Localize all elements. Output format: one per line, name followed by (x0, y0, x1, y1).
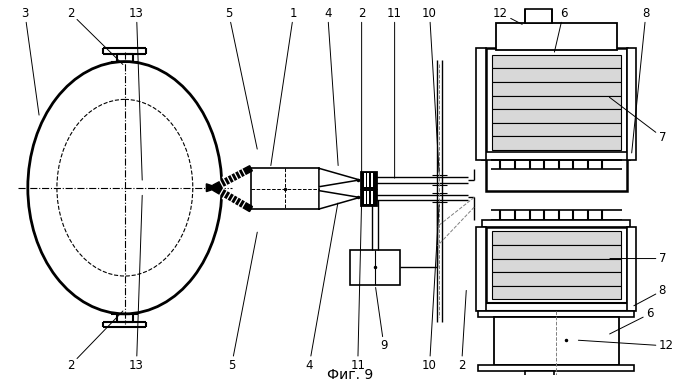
Bar (476, 228, 486, 311)
Bar (491, 123, 621, 136)
Text: 1: 1 (271, 7, 298, 166)
Bar (482, 303, 630, 311)
Bar (371, 173, 373, 187)
Bar (491, 69, 621, 82)
Text: 7: 7 (610, 252, 666, 265)
Polygon shape (212, 166, 252, 190)
Text: 10: 10 (422, 7, 439, 172)
Bar (476, 48, 486, 159)
Ellipse shape (28, 62, 222, 314)
Text: 2: 2 (66, 7, 123, 64)
Bar (368, 173, 369, 187)
Text: 13: 13 (129, 7, 144, 180)
Text: 5: 5 (228, 232, 257, 372)
Text: 12: 12 (578, 340, 674, 352)
Text: 4: 4 (324, 7, 338, 166)
Text: 8: 8 (634, 284, 666, 306)
Bar (482, 152, 630, 159)
Bar (491, 286, 621, 299)
Bar (496, 23, 617, 50)
Polygon shape (319, 191, 360, 209)
Text: 6: 6 (554, 7, 567, 52)
Text: 11: 11 (350, 203, 366, 372)
Text: 8: 8 (632, 7, 649, 153)
Text: 7: 7 (610, 97, 666, 144)
Text: 11: 11 (387, 7, 402, 178)
Bar (350, 250, 401, 285)
Text: 6: 6 (610, 307, 654, 334)
Bar (368, 191, 369, 204)
Text: 9: 9 (375, 288, 388, 352)
Bar (626, 48, 636, 159)
Text: 2: 2 (66, 311, 123, 372)
Polygon shape (206, 184, 218, 192)
Bar (493, 317, 619, 365)
Polygon shape (319, 168, 360, 187)
Text: 13: 13 (129, 195, 144, 372)
Text: 2: 2 (358, 7, 366, 173)
Bar (491, 245, 621, 259)
Text: 5: 5 (225, 7, 257, 149)
Text: 2: 2 (458, 290, 466, 372)
Bar (491, 259, 621, 272)
Bar (491, 109, 621, 123)
Text: 10: 10 (422, 205, 439, 372)
Text: 4: 4 (305, 203, 338, 372)
Bar (363, 191, 366, 204)
Text: 3: 3 (21, 7, 39, 115)
Bar (525, 9, 552, 23)
Bar (361, 172, 376, 188)
Bar (478, 365, 634, 371)
Bar (491, 55, 621, 69)
Bar (525, 371, 554, 381)
Bar (482, 220, 630, 228)
Bar (491, 272, 621, 286)
Bar (486, 48, 626, 191)
Text: Фиг. 9: Фиг. 9 (327, 368, 373, 382)
Bar (626, 228, 636, 311)
Bar (491, 95, 621, 109)
Bar (491, 136, 621, 150)
Bar (491, 231, 621, 245)
Bar (486, 228, 626, 310)
Bar (491, 82, 621, 95)
Bar (363, 173, 366, 187)
Text: 12: 12 (493, 7, 522, 24)
Polygon shape (212, 185, 252, 212)
Bar (361, 190, 376, 205)
Bar (251, 168, 319, 209)
Bar (371, 191, 373, 204)
Bar (478, 311, 634, 317)
